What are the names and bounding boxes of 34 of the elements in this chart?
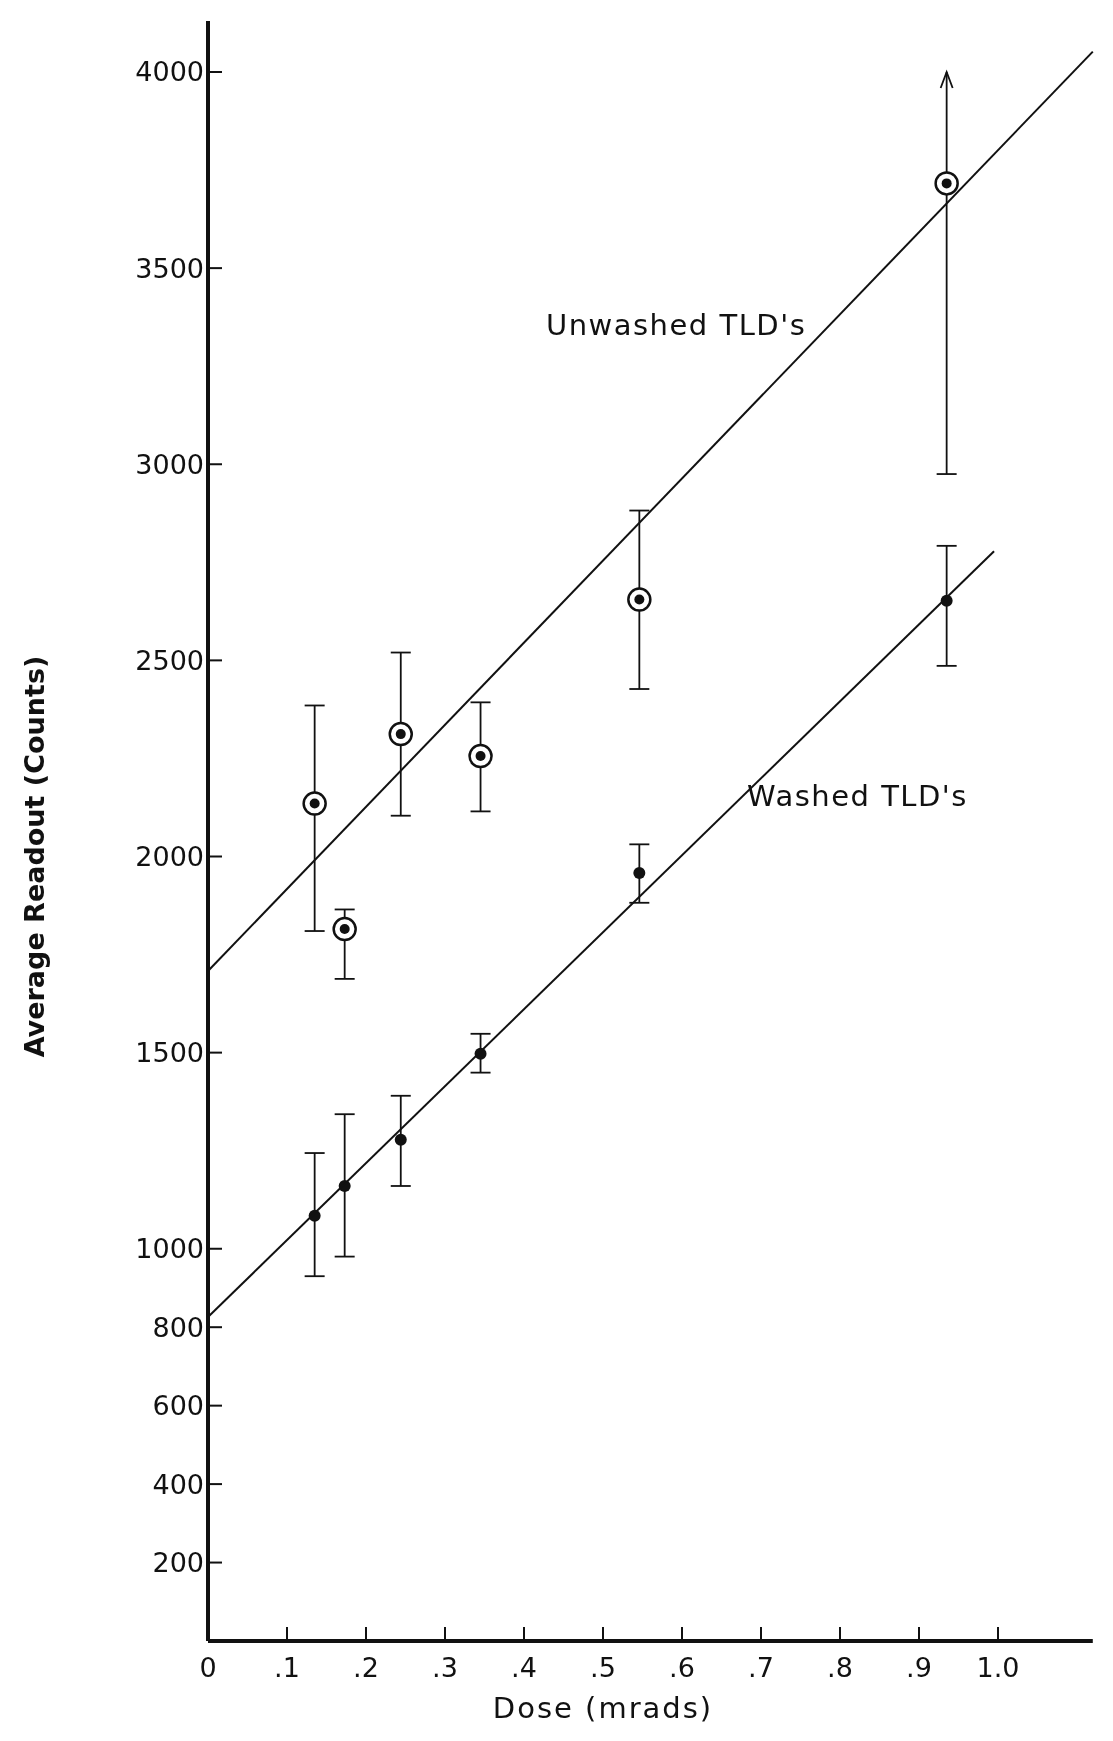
series-label: Unwashed TLD's — [545, 307, 807, 342]
x-tick-label: .5 — [590, 1652, 616, 1683]
y-tick-label: 3500 — [135, 252, 204, 284]
point — [633, 866, 646, 879]
y-tick-label: 400 — [152, 1468, 204, 1500]
x-tick-label: .9 — [906, 1652, 932, 1683]
y-tick-label: 1000 — [135, 1233, 204, 1265]
y-tick-label: 2500 — [135, 644, 204, 676]
x-tick-label: .7 — [748, 1652, 774, 1683]
x-tick-label: .3 — [432, 1652, 458, 1683]
point — [302, 791, 327, 816]
y-tick-label: 200 — [152, 1547, 204, 1578]
x-tick-label: .4 — [511, 1652, 537, 1683]
y-tick-label: 4000 — [135, 56, 204, 88]
x-tick-label: 1.0 — [976, 1652, 1020, 1683]
x-tick-label: .2 — [353, 1652, 379, 1683]
y-tick-label: 600 — [152, 1390, 204, 1422]
x-tick-label: 0 — [199, 1652, 217, 1683]
y-tick-label: 2000 — [135, 840, 204, 872]
point — [934, 171, 959, 196]
x-tick-label: .8 — [827, 1652, 853, 1683]
x-tick-label: .6 — [669, 1652, 695, 1683]
point — [388, 721, 414, 747]
y-tick-label: 800 — [152, 1311, 204, 1343]
y-tick-label: 3000 — [135, 448, 204, 480]
series-label: Washed TLD's — [747, 778, 968, 813]
point — [394, 1133, 407, 1146]
x-tick-label: .1 — [274, 1652, 300, 1683]
y-tick-label: 1500 — [135, 1037, 204, 1069]
point — [332, 916, 357, 942]
point — [468, 743, 493, 769]
point — [627, 587, 652, 612]
x-axis-title: Dose (mrads) — [492, 1691, 714, 1725]
y-axis-title: Average Readout (Counts) — [19, 655, 50, 1058]
